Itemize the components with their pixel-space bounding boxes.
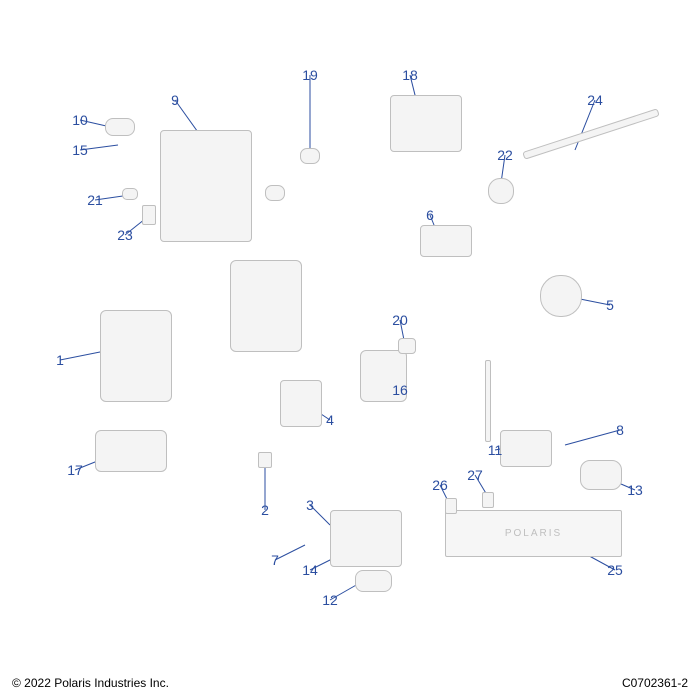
part-bracket-17	[95, 430, 167, 472]
leader-24	[575, 100, 595, 150]
part-bracket-16	[360, 350, 407, 402]
rear-brand-plate: POLARIS	[445, 510, 622, 557]
callout-8: 8	[616, 422, 624, 438]
part-front-plate	[160, 130, 252, 242]
part-bolt-2	[258, 452, 272, 468]
part-mirror-right	[230, 260, 302, 352]
part-bolt-26	[445, 498, 457, 514]
part-bracket-11	[500, 430, 552, 467]
part-antenna-8	[485, 360, 491, 442]
part-grommet-19a	[300, 148, 320, 164]
callout-1: 1	[56, 352, 64, 368]
callout-27: 27	[467, 467, 483, 483]
part-screw-23	[142, 205, 156, 225]
part-lever-6	[420, 225, 472, 257]
callout-5: 5	[606, 297, 614, 313]
diagram-canvas: POLARIS © 2022 Polaris Industries Inc. C…	[0, 0, 700, 700]
callout-2: 2	[261, 502, 269, 518]
brand-plate-text: POLARIS	[505, 528, 562, 539]
part-bracket-4	[280, 380, 322, 427]
drawing-number: C0702361-2	[622, 676, 688, 690]
part-grommet-19b	[265, 185, 285, 201]
part-switch-18	[390, 95, 462, 152]
callout-3: 3	[306, 497, 314, 513]
callout-10: 10	[72, 112, 88, 128]
callout-24: 24	[587, 92, 603, 108]
copyright-text: © 2022 Polaris Industries Inc.	[12, 676, 169, 690]
callout-19: 19	[302, 67, 318, 83]
callout-20: 20	[392, 312, 408, 328]
part-cap-22	[488, 178, 514, 204]
callout-14: 14	[302, 562, 318, 578]
callout-12: 12	[322, 592, 338, 608]
part-reflector-10	[105, 118, 135, 136]
part-bracket-center	[330, 510, 402, 567]
part-light-13	[580, 460, 622, 490]
callout-13: 13	[627, 482, 643, 498]
leader-3	[310, 505, 330, 525]
callout-4: 4	[326, 412, 334, 428]
callout-23: 23	[117, 227, 133, 243]
callout-21: 21	[87, 192, 103, 208]
part-clamp-20	[398, 338, 416, 354]
callout-9: 9	[171, 92, 179, 108]
callout-25: 25	[607, 562, 623, 578]
part-bolt-27	[482, 492, 494, 508]
part-rod-24	[522, 108, 660, 159]
part-washer-21	[122, 188, 138, 200]
leader-7	[275, 545, 305, 560]
callout-7: 7	[271, 552, 279, 568]
callout-26: 26	[432, 477, 448, 493]
callout-17: 17	[67, 462, 83, 478]
leader-8	[565, 430, 620, 445]
callout-15: 15	[72, 142, 88, 158]
callout-22: 22	[497, 147, 513, 163]
part-horn-5	[540, 275, 582, 317]
part-light-12	[355, 570, 392, 592]
part-mirror-left	[100, 310, 172, 402]
callout-18: 18	[402, 67, 418, 83]
callout-6: 6	[426, 207, 434, 223]
leader-15	[80, 145, 118, 150]
